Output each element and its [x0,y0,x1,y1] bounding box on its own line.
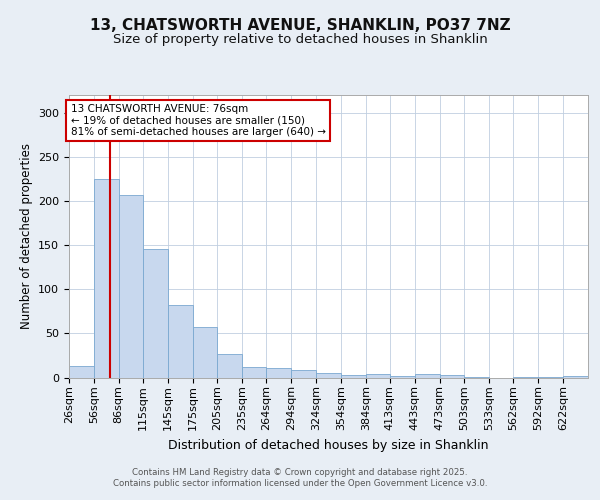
Bar [193,327,217,378]
Bar [94,179,119,378]
Bar [291,370,316,378]
Bar [514,376,538,378]
Bar [217,354,242,378]
Bar [440,375,464,378]
Bar [390,376,415,378]
Bar [119,195,143,378]
Text: Contains HM Land Registry data © Crown copyright and database right 2025.
Contai: Contains HM Land Registry data © Crown c… [113,468,487,487]
Bar [143,250,167,378]
Bar [415,374,440,378]
Bar [242,367,266,378]
Y-axis label: Number of detached properties: Number of detached properties [20,143,32,329]
X-axis label: Distribution of detached houses by size in Shanklin: Distribution of detached houses by size … [168,438,489,452]
Bar [316,373,341,378]
Bar [464,376,490,378]
Bar [266,368,291,378]
Bar [341,375,366,378]
Text: 13, CHATSWORTH AVENUE, SHANKLIN, PO37 7NZ: 13, CHATSWORTH AVENUE, SHANKLIN, PO37 7N… [89,18,511,32]
Bar [167,305,193,378]
Text: 13 CHATSWORTH AVENUE: 76sqm
← 19% of detached houses are smaller (150)
81% of se: 13 CHATSWORTH AVENUE: 76sqm ← 19% of det… [71,104,326,137]
Bar [538,376,563,378]
Bar [69,366,94,378]
Text: Size of property relative to detached houses in Shanklin: Size of property relative to detached ho… [113,32,487,46]
Bar [563,376,588,378]
Bar [366,374,390,378]
